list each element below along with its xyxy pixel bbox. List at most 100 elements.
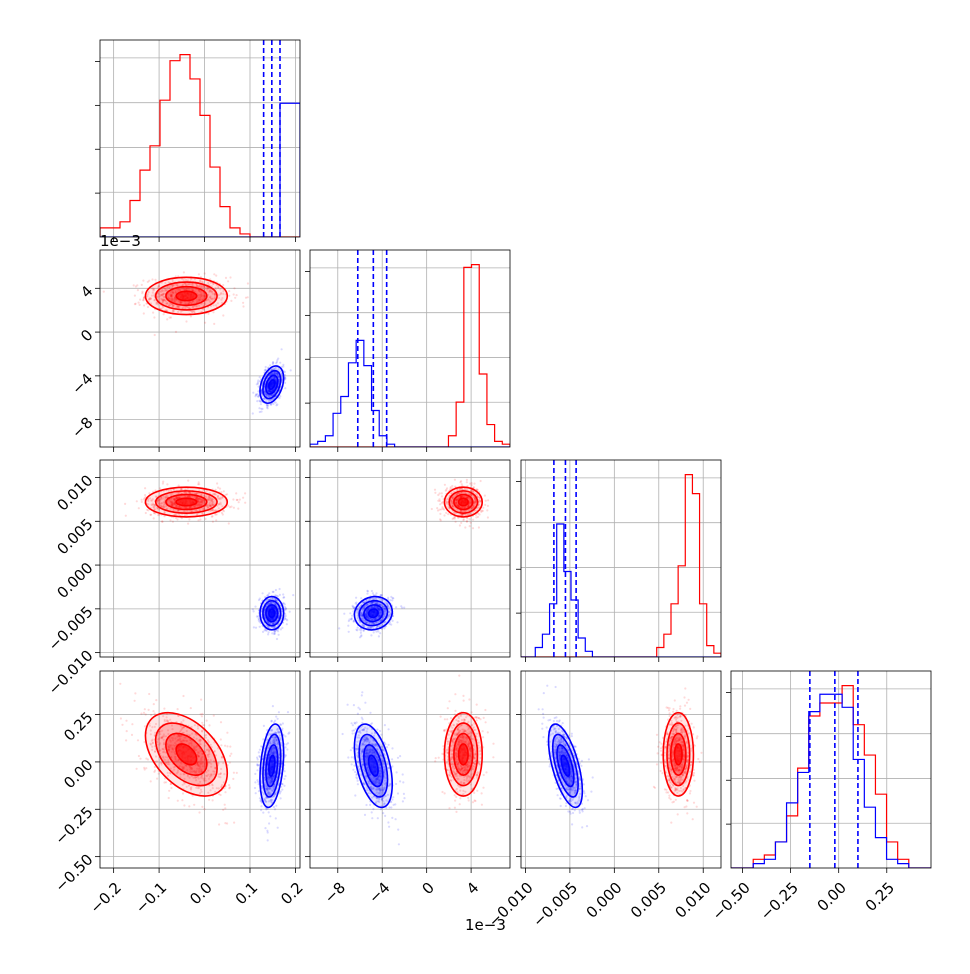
scatter-point — [255, 627, 257, 629]
scatter-point — [175, 331, 177, 333]
scatter-point — [478, 526, 480, 528]
scatter-point — [166, 318, 168, 320]
scatter-point — [260, 403, 262, 405]
scatter-point — [235, 492, 237, 494]
scatter-point — [392, 620, 394, 622]
scatter-point — [208, 724, 210, 726]
scatter-point — [203, 808, 205, 810]
scatter-point — [262, 592, 264, 594]
scatter-point — [170, 787, 172, 789]
scatter-point — [482, 510, 484, 512]
scatter-point — [469, 518, 471, 520]
scatter-point — [163, 781, 165, 783]
scatter-point — [212, 311, 214, 313]
scatter-point — [204, 272, 206, 274]
scatter-point — [227, 505, 229, 507]
scatter-point — [352, 605, 354, 607]
scatter-point — [403, 607, 405, 609]
scatter-point — [200, 699, 202, 701]
scatter-point — [445, 512, 447, 514]
scatter-point — [134, 700, 136, 702]
scatter-point — [190, 707, 192, 709]
scatter-point — [285, 608, 287, 610]
scatter-point — [168, 797, 170, 799]
scatter-point — [252, 412, 254, 414]
scatter-point — [439, 492, 441, 494]
scatter-point — [213, 273, 215, 275]
scatter-point — [220, 794, 222, 796]
scatter-point — [281, 627, 283, 629]
scatter-point — [219, 488, 221, 490]
y-tick-label: 4 — [77, 282, 96, 301]
scatter-point — [373, 631, 375, 633]
scatter-point — [266, 406, 268, 408]
scatter-point — [445, 489, 447, 491]
scatter-point — [272, 361, 274, 363]
scatter-point — [400, 605, 402, 607]
scatter-point — [134, 692, 136, 694]
scatter-point — [144, 487, 146, 489]
scatter-point — [390, 624, 392, 626]
y-tick-label: −4 — [68, 370, 96, 398]
scatter-point — [244, 492, 246, 494]
scatter-point — [275, 589, 277, 591]
scatter-point — [268, 631, 270, 633]
histogram-blue — [310, 340, 510, 447]
scatter-point — [440, 519, 442, 521]
scatter-point — [198, 811, 200, 813]
scatter-point — [150, 714, 152, 716]
scatter-point — [215, 519, 217, 521]
scatter-point — [257, 383, 259, 385]
scatter-point — [202, 724, 204, 726]
panel-frame — [310, 460, 510, 657]
y-tick-label: 0 — [77, 326, 96, 345]
scatter-point — [236, 772, 238, 774]
scatter-point — [143, 297, 145, 299]
scatter-point — [259, 376, 261, 378]
scatter-point — [133, 284, 135, 286]
scatter-point — [176, 518, 178, 520]
scatter-point — [228, 787, 230, 789]
scatter-point — [162, 481, 164, 483]
scatter-point — [211, 516, 213, 518]
density-contour-blue — [269, 609, 275, 617]
scatter-point — [357, 627, 359, 629]
scatter-point — [391, 599, 393, 601]
scatter-point — [395, 606, 397, 608]
scatter-point — [145, 713, 147, 715]
scatter-point — [242, 497, 244, 499]
scatter-point — [277, 358, 279, 360]
scatter-point — [253, 626, 255, 628]
scatter-point — [230, 506, 232, 508]
scatter-point — [484, 504, 486, 506]
scatter-point — [258, 619, 260, 621]
scatter-point — [226, 493, 228, 495]
scatter-point — [360, 634, 362, 636]
scatter-point — [230, 753, 232, 755]
scatter-point — [284, 603, 286, 605]
scatter-point — [137, 739, 139, 741]
scatter-point — [279, 362, 281, 364]
scatter-point — [226, 745, 228, 747]
scatter-point — [159, 487, 161, 489]
scatter-point — [144, 494, 146, 496]
scatter-point — [121, 724, 123, 726]
scatter-point — [442, 508, 444, 510]
histogram-blue — [521, 524, 721, 657]
panel-content — [521, 460, 721, 657]
scatter-point — [363, 630, 365, 632]
scatter-point — [267, 633, 269, 635]
scatter-point — [256, 400, 258, 402]
scatter-point — [169, 519, 171, 521]
scatter-point — [259, 598, 261, 600]
scatter-point — [461, 483, 463, 485]
scatter-point — [139, 304, 141, 306]
scatter-point — [444, 484, 446, 486]
scatter-point — [138, 507, 140, 509]
scatter-point — [266, 595, 268, 597]
scatter-point — [141, 499, 143, 501]
scatter-point — [141, 501, 143, 503]
scatter-point — [469, 525, 471, 527]
scatter-point — [274, 633, 276, 635]
